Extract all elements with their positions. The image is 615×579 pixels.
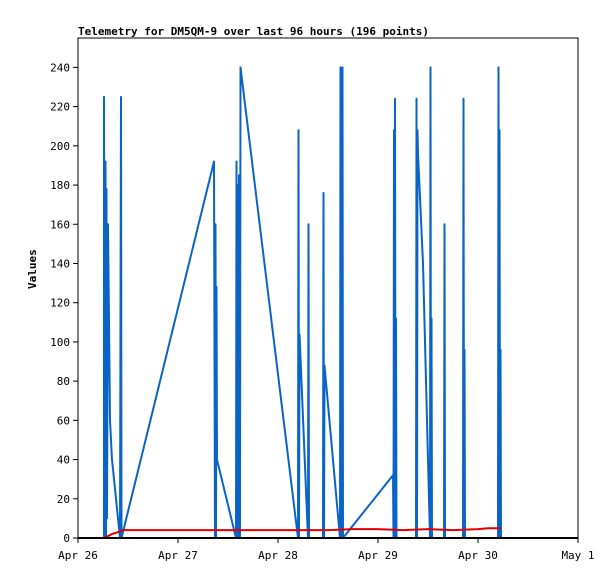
x-tick-label: Apr 30 [458, 549, 498, 562]
y-tick-label: 100 [50, 336, 70, 349]
x-ticks: Apr 26 Apr 27 Apr 28 Apr 29 Apr 30 May 1 [58, 538, 595, 562]
y-tick-label: 0 [63, 532, 70, 545]
y-tick-label: 240 [50, 61, 70, 74]
y-tick-label: 80 [57, 375, 70, 388]
y-axis-title: Values [26, 249, 39, 289]
y-tick-label: 220 [50, 101, 70, 114]
series-layer [103, 66, 502, 539]
y-tick-label: 160 [50, 218, 70, 231]
series-line-0 [103, 66, 502, 539]
y-tick-label: 20 [57, 493, 70, 506]
x-tick-label: Apr 26 [58, 549, 98, 562]
x-tick-label: May 1 [561, 549, 594, 562]
y-tick-label: 180 [50, 179, 70, 192]
plot-frame [77, 37, 579, 539]
y-tick-label: 200 [50, 140, 70, 153]
x-tick-label: Apr 28 [258, 549, 298, 562]
y-tick-label: 140 [50, 257, 70, 270]
y-tick-label: 120 [50, 297, 70, 310]
y-tick-label: 40 [57, 454, 70, 467]
y-tick-label: 60 [57, 414, 70, 427]
y-ticks: 0 20 40 60 80 100 120 140 160 180 200 220 240 [50, 61, 78, 545]
chart-title: Telemetry for DM5QM-9 over last 96 hours… [78, 25, 429, 38]
x-tick-label: Apr 27 [158, 549, 198, 562]
series-line-1 [103, 527, 501, 539]
x-tick-label: Apr 29 [358, 549, 398, 562]
